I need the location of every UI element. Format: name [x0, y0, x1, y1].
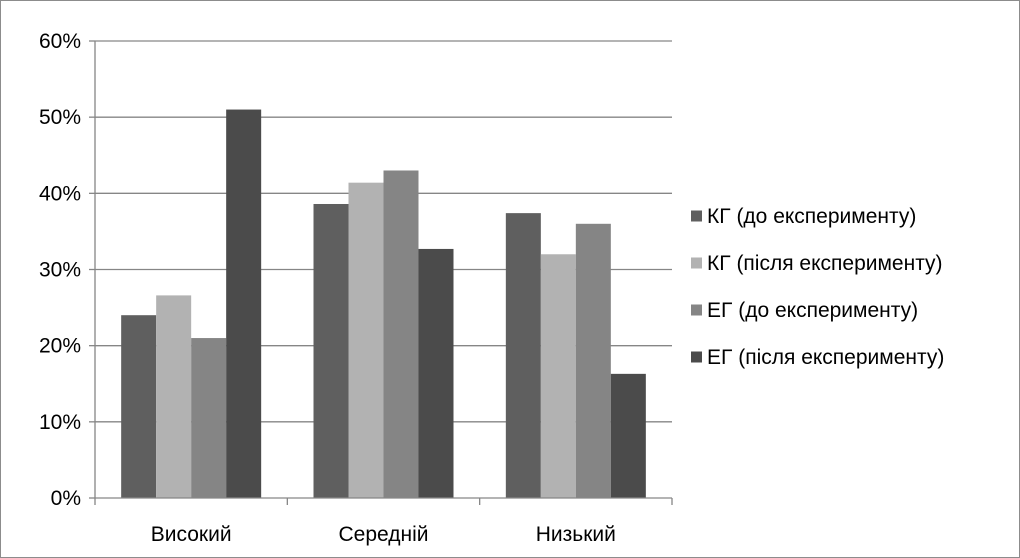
bar-2-2: [348, 182, 384, 499]
bar-4-1: [226, 109, 262, 499]
bar-3-1: [191, 338, 227, 498]
x-category-label: Низький: [536, 523, 616, 546]
legend-label: ЕГ (після експерименту): [707, 346, 944, 369]
bar-2-1: [156, 295, 192, 498]
bar-1-3: [505, 213, 541, 499]
x-category-label: Середній: [339, 523, 429, 546]
legend-swatch: [691, 304, 702, 316]
bar-4-3: [610, 373, 646, 498]
bar-1-1: [121, 315, 157, 498]
y-tick-label: 30%: [39, 259, 81, 282]
x-category-label: Високий: [151, 523, 232, 546]
bar-3-2: [383, 170, 419, 498]
bar-2-3: [540, 254, 576, 498]
y-tick-label: 40%: [39, 182, 81, 205]
y-tick-label: 60%: [39, 30, 81, 53]
legend: КГ (до експерименту) КГ (після експеримен…: [691, 205, 944, 369]
axes: 0% 10% 20% 30% 40% 50% 60% Високий Середній Низьк…: [39, 30, 673, 546]
bar-1-2: [313, 203, 349, 498]
bar-4-2: [418, 248, 454, 498]
y-tick-label: 20%: [39, 335, 81, 358]
legend-swatch: [691, 257, 702, 269]
legend-swatch: [691, 210, 702, 222]
y-tick-label: 50%: [39, 106, 81, 129]
legend-swatch: [691, 351, 702, 363]
bars: [121, 109, 646, 499]
legend-label: КГ (після експерименту): [707, 252, 943, 275]
y-tick-label: 0%: [51, 487, 81, 510]
bar-3-3: [575, 223, 611, 499]
y-tick-label: 10%: [39, 411, 81, 434]
legend-label: КГ (до експерименту): [707, 205, 916, 228]
legend-label: ЕГ (до експерименту): [707, 299, 918, 322]
